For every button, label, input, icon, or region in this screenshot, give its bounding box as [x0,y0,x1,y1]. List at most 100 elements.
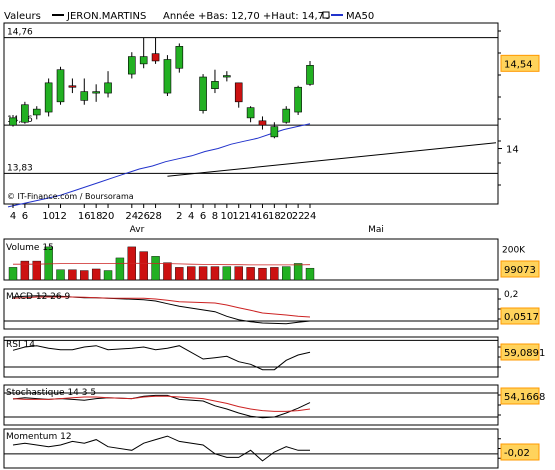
candle [211,69,219,94]
volume-bar [68,269,77,281]
volume-bar [115,257,125,281]
volume-ma-line [13,262,311,266]
volume-bar [103,270,113,281]
candle-body-down [234,82,243,103]
candle [282,106,291,124]
volume-bar [8,267,18,281]
candle-body-down [68,85,77,88]
indicator-line [12,345,311,371]
volume-title: Volume 15 [6,243,54,253]
volume-bar [20,260,30,281]
panel-value-tag: 0,0517 [500,307,540,325]
candle [21,101,29,124]
x-tick-label: 24 [304,211,317,222]
x-tick-label: 4 [10,211,16,222]
x-tick-label: 26 [137,211,150,222]
candle-body-up [32,108,41,116]
x-tick-label: 10 [42,211,55,222]
candle-body-up [80,91,89,101]
candle [104,71,112,98]
candle-body-down [151,53,160,62]
x-tick-label: 8 [212,211,218,222]
volume-last-tag: 99073 [500,260,540,278]
volume-bar [32,260,41,281]
candle [32,106,41,120]
candle-body-up [44,82,53,113]
volume-bar [222,266,232,281]
volume-y-label: 200K [502,245,526,255]
panel-y-label: 0,2 [504,290,518,300]
candles [9,37,314,139]
signal-line [12,395,311,412]
x-tick-label: 14 [244,211,257,222]
candle-body-up [104,82,112,94]
volume-bar [282,266,291,281]
candle-body-up [21,104,29,123]
price-y-axis: 14 [498,30,519,186]
credit-text: © IT-Finance.com / Boursorama [7,192,134,201]
valeurs-label[interactable]: Valeurs [4,11,41,22]
x-tick-label: 6 [200,211,206,222]
candle [56,66,65,105]
candle-body-up [282,108,291,123]
candle [68,78,77,94]
volume-bar [198,266,208,281]
month-label: Avr [130,225,145,235]
volume-bar [258,267,267,281]
volume-ma-polyline [13,262,311,266]
volume-bar [163,262,172,281]
panel-value-tag: 54,1668 [500,387,545,405]
x-tick-label: 12 [232,211,245,222]
x-tick-label: 16 [78,211,91,222]
candle [234,82,243,108]
y-tick-label: 14 [506,145,519,156]
ma50-checkbox[interactable] [322,11,330,19]
ma50-polyline [7,123,311,208]
x-tick-label: 2 [176,211,182,222]
candle [9,114,17,127]
ma50-legend-swatch [331,14,343,16]
panel-title: RSI 14 [6,340,35,350]
volume-value-tag: 99073 [500,260,540,278]
value-tag-text: 0,0517 [504,312,539,323]
candle [80,78,89,105]
value-tag-box [500,443,540,461]
value-tag-box [500,260,540,278]
candle [306,60,314,86]
price-level-lines [4,37,498,174]
price-panel: 14,76 14,16 13,83 14 © IT-Finance.com / Bo… [3,22,540,208]
value-tag-box [500,307,540,325]
candle [139,37,148,69]
candle-body-down [258,120,267,126]
indicator-line [12,295,311,325]
x-tick-label: 12 [54,211,67,222]
panel-frame [3,428,499,469]
rsi-panel: RSI 14 59,0891 [3,336,545,378]
x-tick-label: 18 [90,211,103,222]
volume-bar [186,266,196,281]
volume-bar [293,263,303,281]
trendline [167,142,497,177]
volume-bar [246,267,255,281]
price-level-labels: 14,76 14,16 13,83 [7,28,33,174]
level-label: 14,16 [7,115,33,125]
level-label: 13,83 [7,163,33,173]
candle-body-up [163,59,172,94]
volume-bar [270,267,279,281]
value-tag-text: 59,0891 [504,348,545,359]
x-tick-label: 20 [102,211,115,222]
value-tag-box [500,343,540,361]
panel-title: Momentum 12 [6,432,72,442]
candle-body-up [56,69,65,103]
volume-bar [234,266,243,281]
candle-body-up [246,107,255,119]
x-axis: 4 6 10 12 16 18 20 24 26 28 2 4 6 8 10 12 14 16 18 20 22 24Av… [10,204,384,235]
level-label: 14,76 [7,28,33,38]
panel-frame [3,384,499,426]
x-tick-label: 16 [256,211,269,222]
candle [163,55,172,96]
last-price-tag: 14,54 [500,54,540,72]
candle-body-up [306,65,314,85]
trendline-segment [167,142,497,177]
